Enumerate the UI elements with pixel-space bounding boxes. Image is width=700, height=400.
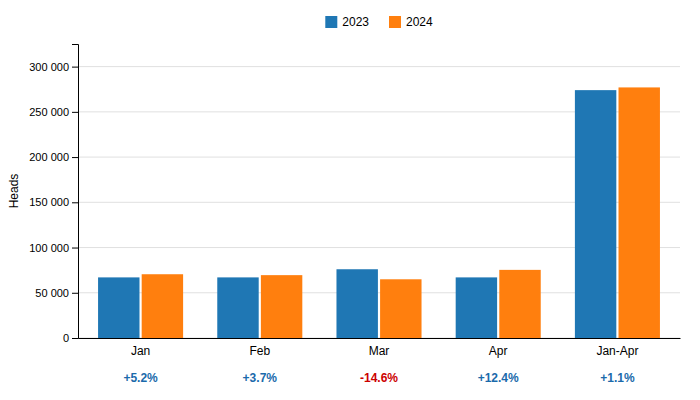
tick-label: 250 000 bbox=[29, 106, 69, 118]
axis-domain bbox=[72, 45, 79, 339]
chart: 0 50 000 100 000 150 000 200 000 250 000 300 0… bbox=[0, 0, 700, 400]
bar bbox=[261, 275, 302, 338]
variation-label: +1.1% bbox=[600, 371, 635, 385]
legend-label: 2023 bbox=[342, 15, 369, 29]
x-tick: Mar bbox=[369, 344, 390, 358]
tick-label: 200 000 bbox=[29, 151, 69, 163]
legend-item: 2023 bbox=[325, 15, 369, 29]
tick-label: 100 000 bbox=[29, 242, 69, 254]
plot: 0 50 000 100 000 150 000 200 000 250 000 300 0… bbox=[29, 45, 680, 386]
bar bbox=[380, 279, 421, 338]
bar bbox=[499, 270, 540, 338]
tick-mark bbox=[72, 293, 78, 294]
y-tick: 0 bbox=[63, 332, 78, 344]
tick-label: Mar bbox=[369, 344, 390, 358]
axis-domain bbox=[79, 338, 681, 339]
bar bbox=[619, 87, 660, 338]
x-tick: Feb bbox=[249, 344, 270, 358]
tick-mark bbox=[72, 338, 78, 339]
tick-label: Apr bbox=[489, 344, 508, 358]
x-tick: Jan bbox=[131, 344, 150, 358]
y-axis-title: Heads bbox=[7, 174, 21, 209]
legend: 2023 2024 bbox=[325, 15, 433, 29]
bars bbox=[98, 87, 660, 338]
tick-mark bbox=[72, 157, 78, 158]
bar bbox=[217, 277, 258, 338]
legend-item: 2024 bbox=[389, 15, 433, 29]
tick-label: 0 bbox=[63, 332, 69, 344]
y-axis: 0 50 000 100 000 150 000 200 000 250 000 300 0… bbox=[29, 45, 78, 345]
tick-label: Jan bbox=[131, 344, 150, 358]
tick-label: Jan-Apr bbox=[596, 344, 638, 358]
annotations: +5.2% +3.7% -14.6% +12.4% +1.1% bbox=[123, 371, 635, 385]
bar bbox=[575, 90, 616, 338]
variation-label: +12.4% bbox=[478, 371, 519, 385]
tick-label: 300 000 bbox=[29, 61, 69, 73]
bar bbox=[98, 277, 139, 338]
tick-mark bbox=[72, 248, 78, 249]
tick-label: 150 000 bbox=[29, 196, 69, 208]
y-tick: 300 000 bbox=[29, 61, 78, 73]
legend-label: 2024 bbox=[406, 15, 433, 29]
bar bbox=[456, 277, 497, 338]
y-tick: 100 000 bbox=[29, 242, 78, 254]
variation-label: +5.2% bbox=[123, 371, 158, 385]
tick-mark bbox=[72, 112, 78, 113]
y-tick: 250 000 bbox=[29, 106, 78, 118]
variation-label: -14.6% bbox=[360, 371, 398, 385]
grid-line bbox=[78, 66, 680, 67]
bar bbox=[336, 269, 377, 338]
grid bbox=[78, 67, 680, 338]
bar bbox=[142, 274, 183, 338]
tick-mark bbox=[72, 67, 78, 68]
x-tick: Jan-Apr bbox=[596, 344, 638, 358]
tick-mark bbox=[72, 202, 78, 203]
tick-label: Feb bbox=[249, 344, 270, 358]
y-tick: 200 000 bbox=[29, 151, 78, 163]
legend-swatch bbox=[325, 16, 337, 28]
x-tick: Apr bbox=[489, 344, 508, 358]
y-tick: 150 000 bbox=[29, 196, 78, 208]
variation-label: +3.7% bbox=[243, 371, 278, 385]
legend-swatch bbox=[389, 16, 401, 28]
x-axis: Jan Feb Mar Apr Jan-Apr bbox=[79, 339, 681, 358]
tick-label: 50 000 bbox=[35, 287, 69, 299]
y-tick: 50 000 bbox=[35, 287, 78, 299]
